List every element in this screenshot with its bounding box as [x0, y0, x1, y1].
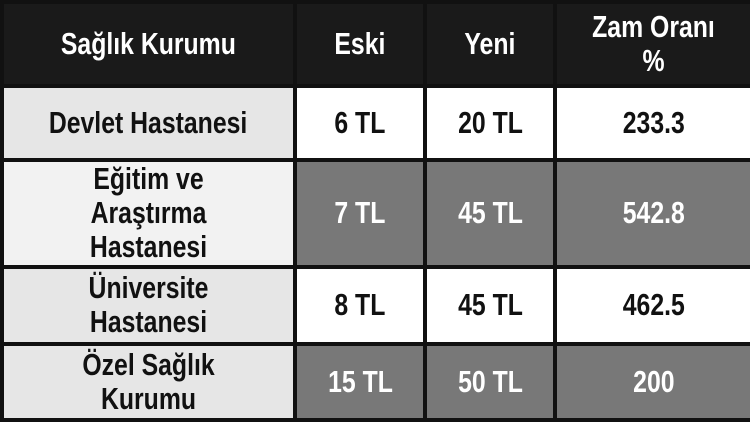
- value-cell: 6 TL: [293, 84, 427, 162]
- value-cell: 542.8: [553, 157, 750, 269]
- cell-text: Eğitim ve Araştırma Hastanesi: [89, 161, 208, 265]
- cell-text: 50 TL: [457, 364, 523, 400]
- cell-text: Üniversite Hastanesi: [88, 270, 209, 340]
- cell-text: Sağlık Kurumu: [60, 26, 236, 61]
- header-row: Sağlık Kurumu Eski Yeni Zam Oranı %: [0, 0, 750, 88]
- value-cell: 7 TL: [293, 157, 427, 269]
- cell-text: 200: [632, 364, 675, 400]
- cell-text: 233.3: [622, 104, 685, 140]
- header-cell: Yeni: [423, 0, 557, 88]
- cell-text: Zam Oranı %: [592, 9, 715, 78]
- value-cell: 15 TL: [293, 342, 427, 422]
- institution-cell: Özel Sağlık Kurumu: [0, 342, 297, 422]
- institution-cell: Eğitim ve Araştırma Hastanesi: [0, 157, 297, 269]
- table-row: Eğitim ve Araştırma Hastanesi 7 TL 45 TL 54…: [0, 157, 750, 269]
- value-cell: 200: [553, 342, 750, 422]
- cell-text: 542.8: [622, 195, 685, 231]
- table-row: Üniversite Hastanesi 8 TL 45 TL 462.5: [0, 264, 750, 347]
- cell-text: 20 TL: [457, 104, 523, 140]
- cell-text: Özel Sağlık Kurumu: [82, 347, 215, 417]
- cell-text: Devlet Hastanesi: [49, 104, 248, 140]
- table-row: Devlet Hastanesi 6 TL 20 TL 233.3: [0, 84, 750, 162]
- cell-text: 6 TL: [334, 104, 386, 140]
- cell-text: 45 TL: [457, 287, 523, 323]
- header-cell: Zam Oranı %: [553, 0, 750, 88]
- value-cell: 8 TL: [293, 264, 427, 347]
- value-cell: 45 TL: [423, 264, 557, 347]
- cell-text: 7 TL: [334, 195, 386, 231]
- header-cell: Sağlık Kurumu: [0, 0, 297, 88]
- institution-cell: Devlet Hastanesi: [0, 84, 297, 162]
- cell-text: Eski: [334, 26, 386, 61]
- value-cell: 20 TL: [423, 84, 557, 162]
- cell-text: Yeni: [464, 26, 516, 61]
- cell-text: 462.5: [622, 287, 685, 323]
- value-cell: 233.3: [553, 84, 750, 162]
- cell-text: 45 TL: [457, 195, 523, 231]
- table-row: Özel Sağlık Kurumu 15 TL 50 TL 200: [0, 342, 750, 422]
- value-cell: 50 TL: [423, 342, 557, 422]
- cell-text: 8 TL: [334, 287, 386, 323]
- header-cell: Eski: [293, 0, 427, 88]
- value-cell: 462.5: [553, 264, 750, 347]
- institution-cell: Üniversite Hastanesi: [0, 264, 297, 347]
- cell-text: 15 TL: [327, 364, 393, 400]
- value-cell: 45 TL: [423, 157, 557, 269]
